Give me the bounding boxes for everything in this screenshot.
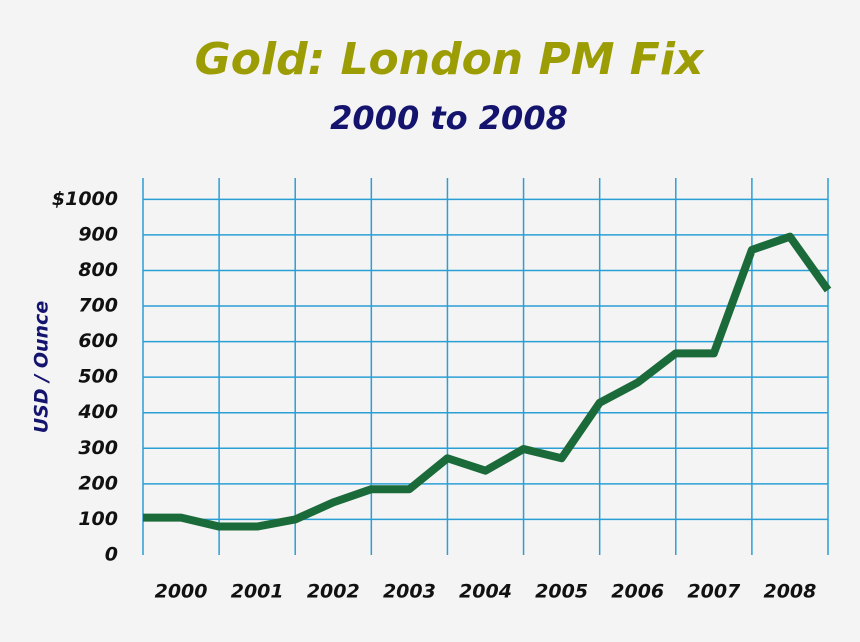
y-tick-label: 300 [78, 437, 118, 459]
x-tick-label: 2000 [155, 581, 208, 603]
y-tick-label: 600 [78, 330, 118, 352]
y-tick-label: 500 [78, 366, 118, 388]
y-tick-label: 800 [78, 259, 118, 281]
y-tick-label: 200 [78, 472, 118, 494]
x-tick-label: 2002 [307, 581, 360, 603]
x-tick-label: 2008 [763, 581, 816, 603]
x-tick-label: 2004 [459, 581, 512, 603]
y-tick-label: 400 [77, 401, 118, 423]
x-tick-label: 2007 [687, 581, 741, 603]
x-tick-label: 2003 [383, 581, 436, 603]
chart-subtitle: 2000 to 2008 [330, 99, 568, 137]
y-tick-label: 0 [105, 544, 118, 566]
y-tick-label: 900 [78, 223, 118, 245]
y-axis-label: USD / Ounce [31, 301, 53, 434]
x-tick-label: 2006 [611, 581, 664, 603]
y-tick-label: 700 [78, 295, 118, 317]
x-tick-label: 2001 [231, 581, 284, 603]
data-line [143, 232, 832, 531]
y-tick-label: $1000 [52, 188, 118, 210]
chart-title: Gold: London PM Fix [195, 34, 705, 85]
y-tick-label: 100 [78, 508, 118, 530]
x-tick-label: 2005 [535, 581, 588, 603]
